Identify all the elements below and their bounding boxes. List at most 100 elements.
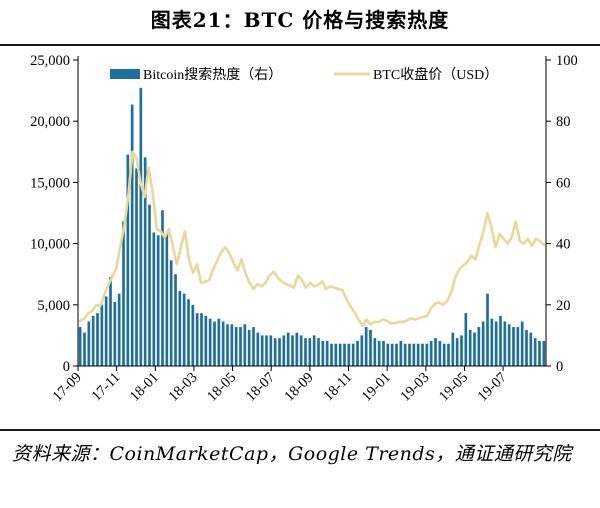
bar <box>490 318 494 366</box>
bar <box>347 343 351 366</box>
bar <box>399 340 403 366</box>
bar <box>174 274 177 366</box>
bar <box>109 276 112 366</box>
price-line <box>78 150 546 327</box>
x-tick-label: 19-01 <box>359 370 394 405</box>
bar <box>117 293 121 366</box>
bar <box>525 329 528 366</box>
bar <box>295 332 299 366</box>
bar <box>438 340 442 366</box>
bar <box>260 335 264 366</box>
bar <box>247 329 251 366</box>
left-tick-label: 20,000 <box>30 114 70 130</box>
bar <box>252 327 255 366</box>
bar <box>403 343 407 366</box>
bar <box>356 340 359 366</box>
bar <box>130 104 134 366</box>
bar <box>451 332 455 366</box>
bar <box>330 343 333 366</box>
right-tick-label: 0 <box>556 359 563 375</box>
line-series <box>78 150 546 327</box>
x-tick-label: 18-07 <box>243 370 278 405</box>
x-tick-label: 18-01 <box>127 370 162 405</box>
bar <box>516 327 520 366</box>
page-title: 图表21：BTC 价格与搜索热度 <box>150 8 450 32</box>
bar <box>239 327 242 366</box>
bar <box>282 335 286 366</box>
bar <box>83 332 86 366</box>
bar <box>473 332 476 366</box>
bar <box>503 321 507 366</box>
bar <box>317 338 320 366</box>
bar <box>126 154 130 366</box>
footer-divider <box>0 429 600 431</box>
bar <box>100 304 104 366</box>
legend-label-bars: Bitcoin搜索热度（右） <box>143 66 282 83</box>
x-tick-label: 18-11 <box>320 370 355 405</box>
bar <box>494 321 498 366</box>
bar <box>152 232 156 366</box>
bar <box>182 293 186 366</box>
bar <box>377 340 381 366</box>
bar <box>169 260 173 366</box>
bar <box>416 343 420 366</box>
bar <box>299 335 303 366</box>
bar <box>321 340 325 366</box>
bar <box>78 327 82 366</box>
bar <box>122 221 125 366</box>
bar <box>529 332 533 366</box>
title-divider <box>0 44 600 46</box>
x-tick-label: 17-09 <box>50 370 85 405</box>
bar <box>460 335 463 366</box>
left-tick-label: 0 <box>63 359 70 375</box>
bar <box>217 318 221 366</box>
bar <box>148 204 151 366</box>
right-tick-label: 60 <box>556 175 571 191</box>
bar <box>464 313 468 366</box>
bar <box>364 327 368 366</box>
bar <box>538 340 541 366</box>
bar <box>468 329 472 366</box>
bar <box>165 232 169 366</box>
bar <box>455 338 459 366</box>
bar <box>269 335 273 366</box>
bar <box>542 340 546 366</box>
bar <box>338 343 342 366</box>
chart: 0 5,000 10,000 15,000 20,000 25,000 0 20 40 60 80 1… <box>30 53 578 405</box>
bar <box>96 313 99 366</box>
bar <box>135 168 138 366</box>
bar <box>308 338 312 366</box>
bar <box>507 324 511 366</box>
x-tick-label: 19-03 <box>397 370 432 405</box>
bar <box>412 343 416 366</box>
bar <box>243 324 247 366</box>
left-tick-label: 15,000 <box>30 175 70 191</box>
right-tick-label: 40 <box>556 237 571 253</box>
right-tick-label: 80 <box>556 114 571 130</box>
bar <box>91 315 95 366</box>
bar <box>395 343 398 366</box>
bar <box>104 296 108 366</box>
bar <box>304 338 307 366</box>
bar <box>360 335 364 366</box>
x-tick-label: 19-07 <box>475 370 510 405</box>
bar <box>373 338 377 366</box>
bar <box>226 324 229 366</box>
right-tick-label: 20 <box>556 298 571 314</box>
bar <box>382 340 385 366</box>
bar <box>334 343 338 366</box>
bar <box>421 343 424 366</box>
bar <box>520 321 524 366</box>
bar <box>265 335 268 366</box>
bar <box>113 302 117 366</box>
bar <box>191 304 195 366</box>
bar <box>156 235 160 366</box>
bar-series <box>78 87 546 366</box>
bar <box>256 332 260 366</box>
bar <box>486 293 489 366</box>
bar <box>512 327 515 366</box>
bar <box>195 313 199 366</box>
bar <box>143 157 147 366</box>
bar <box>230 324 234 366</box>
bar <box>221 321 225 366</box>
